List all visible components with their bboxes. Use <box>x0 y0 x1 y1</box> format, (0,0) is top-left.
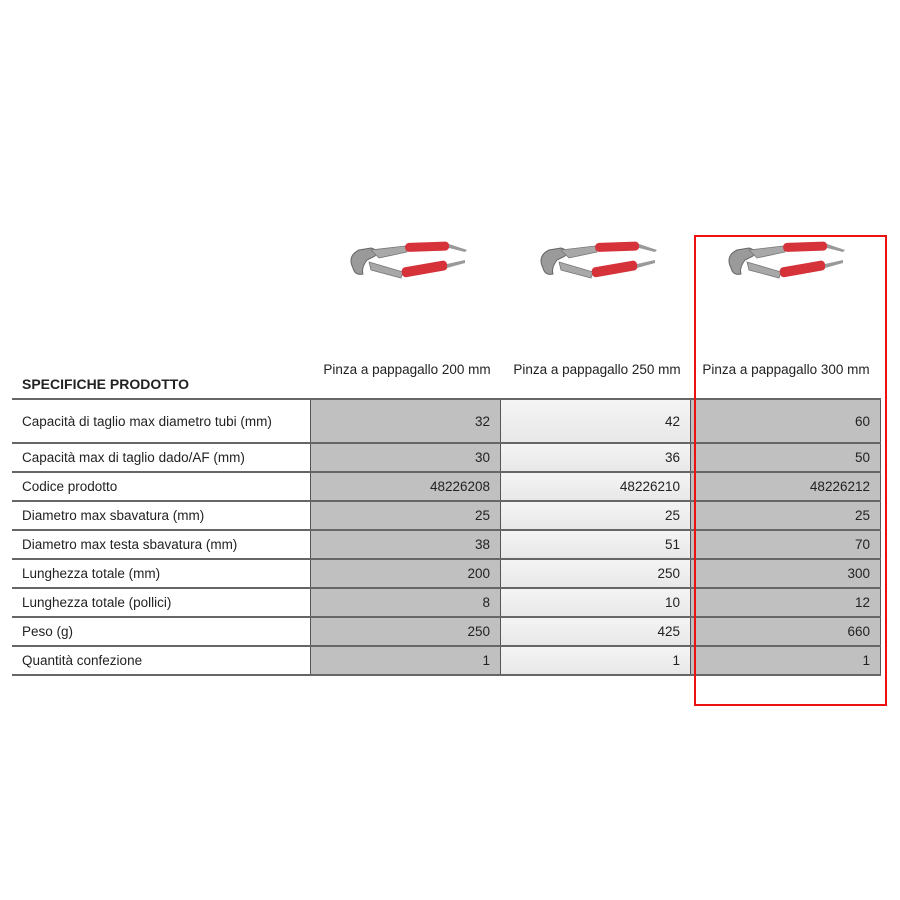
cell-value: 50 <box>690 442 881 473</box>
cell-value: 1 <box>500 645 691 676</box>
cell-value: 660 <box>690 616 881 647</box>
product-title-250: Pinza a pappagallo 250 mm <box>513 362 681 377</box>
product-image-200 <box>350 240 468 279</box>
row-label: Codice prodotto <box>12 471 311 502</box>
cell-value: 300 <box>690 558 881 589</box>
cell-value: 1 <box>310 645 501 676</box>
cell-value: 250 <box>310 616 501 647</box>
product-title-300: Pinza a pappagallo 300 mm <box>702 362 870 377</box>
row-label: Capacità di taglio max diametro tubi (mm… <box>12 398 311 444</box>
cell-value: 1 <box>690 645 881 676</box>
cell-value: 70 <box>690 529 881 560</box>
cell-value: 8 <box>310 587 501 618</box>
cell-value: 25 <box>500 500 691 531</box>
cell-value: 60 <box>690 398 881 444</box>
row-label: Diametro max sbavatura (mm) <box>12 500 311 531</box>
row-label: Peso (g) <box>12 616 311 647</box>
cell-value: 200 <box>310 558 501 589</box>
cell-value: 42 <box>500 398 691 444</box>
cell-value: 425 <box>500 616 691 647</box>
row-label: Lunghezza totale (pollici) <box>12 587 311 618</box>
cell-value: 51 <box>500 529 691 560</box>
table-row: Capacità di taglio max diametro tubi (mm… <box>12 398 881 444</box>
highlight-box <box>694 235 887 706</box>
row-label: Quantità confezione <box>12 645 311 676</box>
cell-value: 30 <box>310 442 501 473</box>
table-row: Lunghezza totale (mm) 200 250 300 <box>12 558 881 589</box>
table-row: Diametro max sbavatura (mm) 25 25 25 <box>12 500 881 531</box>
table-row: Lunghezza totale (pollici) 8 10 12 <box>12 587 881 618</box>
spec-table: Capacità di taglio max diametro tubi (mm… <box>12 398 881 676</box>
cell-value: 10 <box>500 587 691 618</box>
table-row: Peso (g) 250 425 660 <box>12 616 881 647</box>
table-row: Codice prodotto 48226208 48226210 48226212 <box>12 471 881 502</box>
product-image-250 <box>540 240 658 279</box>
table-row: Diametro max testa sbavatura (mm) 38 51 70 <box>12 529 881 560</box>
cell-value: 48226210 <box>500 471 691 502</box>
row-label: Capacità max di taglio dado/AF (mm) <box>12 442 311 473</box>
product-title-200: Pinza a pappagallo 200 mm <box>323 362 491 377</box>
cell-value: 38 <box>310 529 501 560</box>
spec-title: SPECIFICHE PRODOTTO <box>22 376 189 392</box>
row-label: Lunghezza totale (mm) <box>12 558 311 589</box>
cell-value: 48226212 <box>690 471 881 502</box>
table-row: Quantità confezione 1 1 1 <box>12 645 881 676</box>
table-row: Capacità max di taglio dado/AF (mm) 30 36 5… <box>12 442 881 473</box>
cell-value: 25 <box>310 500 501 531</box>
row-label: Diametro max testa sbavatura (mm) <box>12 529 311 560</box>
cell-value: 36 <box>500 442 691 473</box>
cell-value: 48226208 <box>310 471 501 502</box>
cell-value: 32 <box>310 398 501 444</box>
cell-value: 250 <box>500 558 691 589</box>
cell-value: 25 <box>690 500 881 531</box>
cell-value: 12 <box>690 587 881 618</box>
